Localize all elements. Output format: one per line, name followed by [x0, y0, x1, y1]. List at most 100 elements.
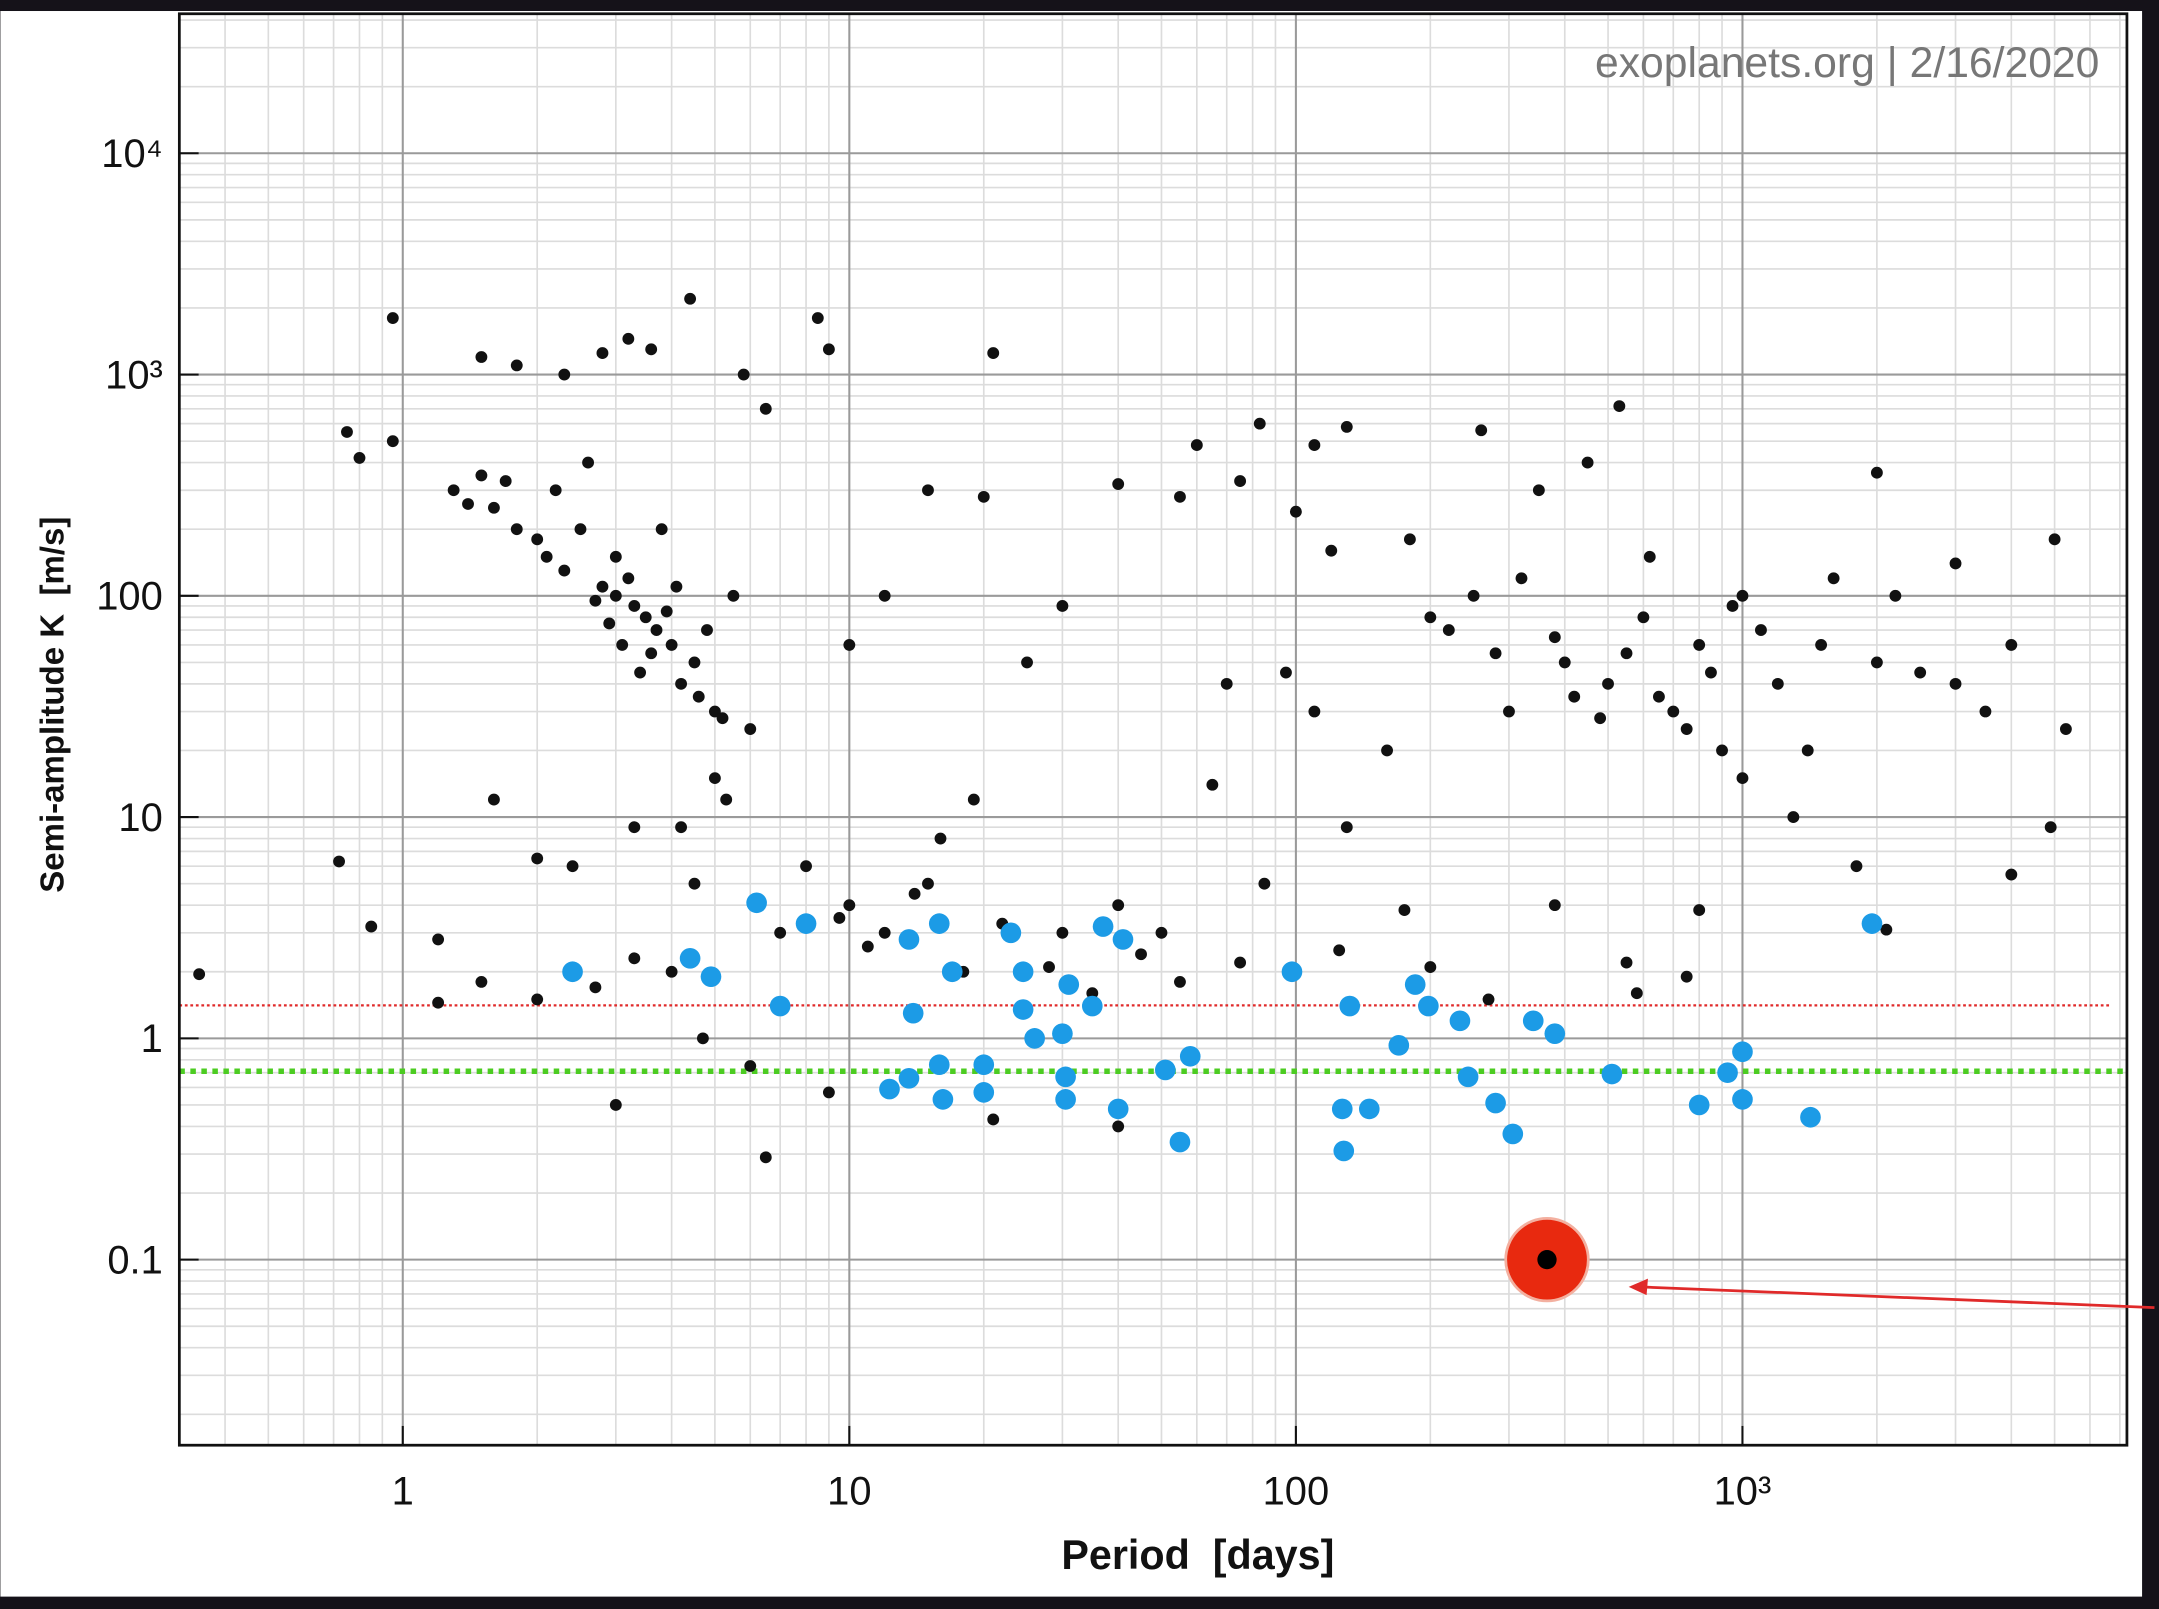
data-point: [1339, 995, 1361, 1017]
data-point: [1398, 904, 1411, 916]
plot-frame: [177, 12, 2129, 1447]
data-point: [688, 656, 701, 669]
data-point: [589, 594, 602, 607]
grid: [179, 13, 2127, 1446]
data-point: [1732, 1089, 1753, 1110]
data-point: [1442, 624, 1455, 637]
data-point: [1643, 550, 1656, 563]
data-point: [759, 1151, 772, 1164]
data-point: [1548, 631, 1561, 644]
data-point: [2005, 868, 2018, 881]
x-tick-label: 10³: [1714, 1469, 1772, 1513]
y-tick-label: 10: [118, 796, 162, 840]
data-point: [1800, 1106, 1821, 1128]
data-point: [833, 912, 846, 924]
data-point: [1220, 677, 1233, 690]
data-point: [1308, 705, 1321, 718]
data-point: [1112, 929, 1134, 950]
data-point: [2048, 533, 2061, 546]
data-point: [1489, 647, 1502, 660]
data-point: [1325, 544, 1338, 557]
data-point: [639, 611, 652, 624]
data-point: [688, 877, 701, 890]
data-point: [1880, 923, 1893, 936]
data-point: [1012, 961, 1034, 983]
data-point: [1169, 1131, 1191, 1153]
data-point: [1154, 1059, 1176, 1081]
data-point: [386, 435, 399, 448]
annotation: exoplanets.org | 2/16/2020: [1595, 39, 2099, 87]
data-point: [941, 961, 963, 983]
data-point: [475, 469, 488, 482]
data-point: [1558, 656, 1571, 669]
data-point: [1475, 424, 1488, 437]
data-point: [1949, 557, 1962, 570]
arrow: [1641, 1285, 2155, 1309]
data-point: [1787, 811, 1800, 824]
data-point: [645, 647, 658, 660]
data-point: [708, 772, 721, 785]
data-point: [622, 332, 635, 345]
data-point: [1056, 600, 1069, 612]
data-point: [746, 892, 767, 914]
y-tick-label: 100: [96, 575, 163, 619]
data-point: [1340, 821, 1353, 834]
data-point: [1667, 705, 1680, 718]
data-point: [1889, 589, 1902, 602]
data-point: [843, 638, 856, 651]
data-point: [967, 793, 980, 806]
data-point: [1736, 772, 1749, 785]
data-point: [1914, 666, 1927, 679]
data-point: [1388, 1035, 1410, 1056]
x-tick-label: 1: [392, 1469, 414, 1513]
data-point: [1424, 611, 1437, 624]
data-point: [1502, 1123, 1524, 1145]
data-point: [499, 475, 512, 487]
data-point: [660, 605, 673, 618]
data-point: [902, 1002, 924, 1024]
data-point: [1206, 778, 1219, 791]
data-point: [679, 948, 701, 969]
y-tick-label: 10³: [105, 353, 163, 397]
y-tick-label: 0.1: [107, 1238, 162, 1282]
data-point: [1693, 638, 1706, 651]
y-axis-label: Semi-amplitude K [m/s]: [34, 517, 71, 893]
data-point: [487, 501, 500, 514]
data-point: [879, 1078, 900, 1100]
data-point: [1716, 744, 1728, 757]
data-point: [1449, 1010, 1471, 1032]
data-point: [558, 564, 571, 577]
data-point: [1620, 647, 1633, 660]
data-point: [341, 426, 353, 438]
data-point: [1827, 572, 1840, 585]
data-point: [1503, 705, 1515, 718]
data-point: [1771, 677, 1784, 690]
data-point: [665, 965, 678, 978]
data-point: [655, 523, 668, 536]
y-tick-label: 10⁴: [101, 132, 163, 176]
data-point: [759, 402, 772, 415]
data-point: [1056, 926, 1069, 939]
data-point: [1815, 638, 1828, 651]
data-point: [675, 677, 688, 690]
data-point: [1333, 944, 1346, 957]
data-point: [932, 1089, 954, 1110]
data-point: [1112, 478, 1125, 490]
data-point: [1755, 624, 1767, 637]
data-point: [628, 952, 641, 965]
data-point: [1107, 1098, 1129, 1120]
data-point: [1602, 677, 1614, 690]
data-point: [1717, 1062, 1738, 1083]
data-point: [1333, 1140, 1355, 1162]
data-point: [609, 1099, 622, 1111]
data-point: [447, 484, 460, 497]
data-point: [1024, 1028, 1045, 1049]
data-point: [1485, 1092, 1506, 1114]
data-point: [675, 821, 688, 834]
data-point: [744, 1060, 757, 1072]
data-point: [333, 855, 345, 868]
data-point: [1732, 1041, 1753, 1063]
data-point: [432, 933, 445, 946]
data-point: [596, 580, 609, 593]
